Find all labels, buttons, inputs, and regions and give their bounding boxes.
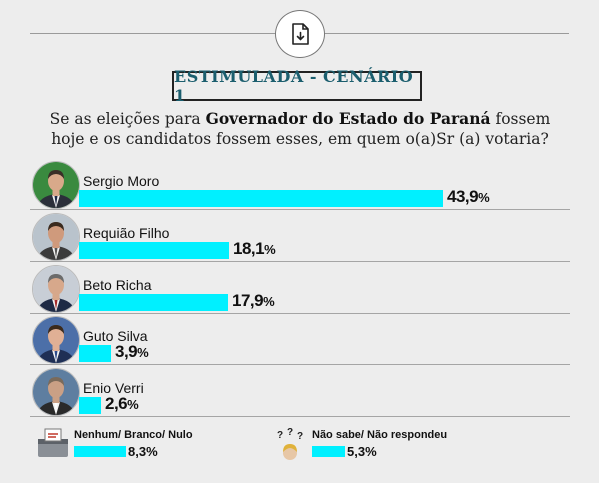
option-name: Não sabe/ Não respondeu xyxy=(312,429,448,441)
svg-text:?: ? xyxy=(297,431,303,442)
data-label: 8,3% xyxy=(128,444,158,459)
ballot-box-icon xyxy=(36,427,70,461)
bar xyxy=(79,190,443,207)
question-line-2: hoje e os candidatos fossem esses, em qu… xyxy=(51,130,549,148)
scenario-title: ESTIMULADA - CENÁRIO 1 xyxy=(172,67,422,105)
data-label: 43,9% xyxy=(447,187,490,206)
candidate-name: Requião Filho xyxy=(83,225,170,241)
candidate-photo xyxy=(32,265,80,313)
candidate-name: Beto Richa xyxy=(83,277,152,293)
question-marks-icon: ??? xyxy=(273,427,307,461)
option-name: Nenhum/ Branco/ Nulo xyxy=(74,429,193,441)
bar xyxy=(74,446,126,457)
bar xyxy=(79,294,228,311)
row-divider xyxy=(30,313,570,314)
row-divider xyxy=(30,416,570,417)
candidate-photo xyxy=(32,316,80,364)
bar xyxy=(79,397,101,414)
document-icon xyxy=(275,10,325,58)
candidate-photo xyxy=(32,368,80,416)
row-divider xyxy=(30,364,570,365)
data-label: 17,9% xyxy=(232,291,275,310)
data-label: 3,9% xyxy=(115,342,149,361)
svg-text:?: ? xyxy=(287,427,293,438)
candidate-name: Sergio Moro xyxy=(83,173,160,189)
candidate-photo xyxy=(32,213,80,261)
svg-text:?: ? xyxy=(277,430,283,441)
bar xyxy=(79,242,229,259)
candidate-name: Guto Silva xyxy=(83,328,148,344)
data-label: 5,3% xyxy=(347,444,377,459)
question-line-1: Se as eleições para Governador do Estado… xyxy=(49,109,551,128)
data-label: 2,6% xyxy=(105,394,139,413)
bar xyxy=(312,446,345,457)
data-label: 18,1% xyxy=(233,239,276,258)
bar xyxy=(79,345,111,362)
row-divider xyxy=(30,209,570,210)
candidate-photo xyxy=(32,161,80,209)
row-divider xyxy=(30,261,570,262)
candidate-name: Enio Verri xyxy=(83,380,144,396)
